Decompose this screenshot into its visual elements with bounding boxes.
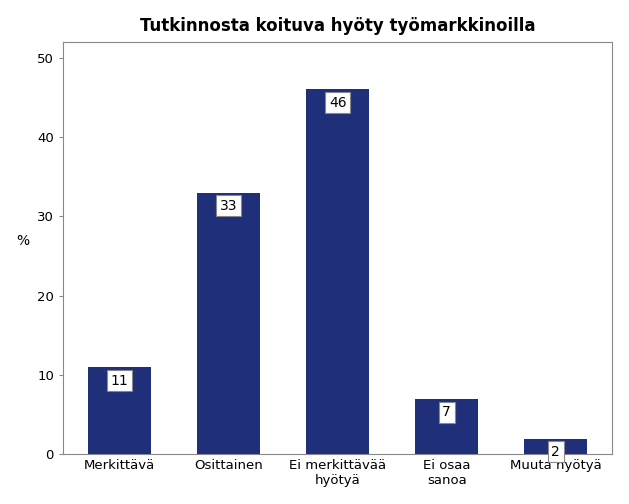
Y-axis label: %: % [16, 234, 30, 248]
Bar [306, 89, 369, 455]
Text: 33: 33 [220, 199, 237, 213]
Text: 11: 11 [111, 373, 128, 388]
Title: Tutkinnosta koituva hyöty työmarkkinoilla: Tutkinnosta koituva hyöty työmarkkinoill… [140, 17, 535, 35]
Text: 2: 2 [552, 445, 560, 459]
Bar [524, 438, 587, 455]
Bar [197, 193, 260, 455]
Text: 46: 46 [329, 96, 347, 110]
Bar [415, 399, 478, 455]
Text: 7: 7 [442, 405, 451, 419]
Bar [88, 367, 151, 455]
